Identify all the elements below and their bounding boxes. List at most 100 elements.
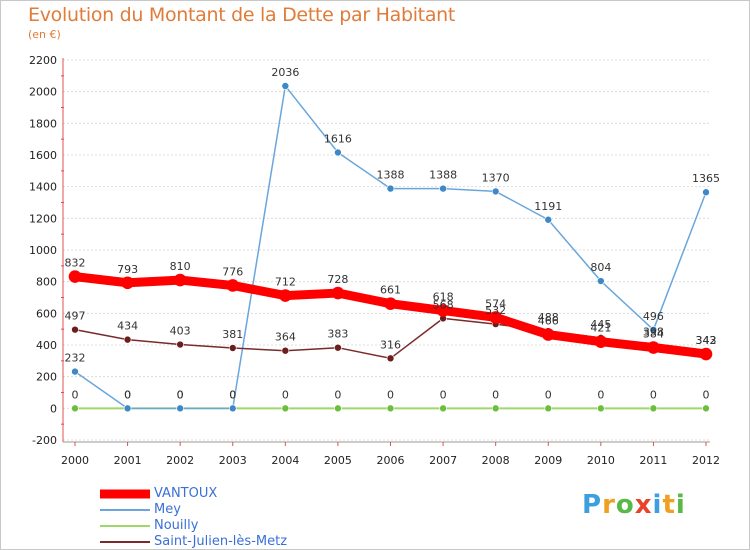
data-point-mey	[649, 325, 658, 334]
legend-label-mey: Mey	[154, 502, 181, 517]
data-point-saint-julien-l-s-metz	[334, 343, 342, 352]
data-label-saint-julien-l-s-metz: 383	[327, 328, 348, 341]
data-point-saint-julien-l-s-metz	[228, 344, 237, 352]
chart-title: Evolution du Montant de la Dette par Hab…	[28, 4, 456, 26]
data-point-vantoux	[594, 335, 608, 348]
y-tick-label: 1800	[29, 117, 57, 130]
x-tick-label: 2011	[639, 454, 667, 467]
data-point-mey	[386, 184, 395, 193]
data-label-nouilly: 0	[334, 388, 341, 401]
data-point-saint-julien-l-s-metz	[176, 340, 184, 349]
data-label-vantoux: 728	[327, 273, 348, 286]
x-tick-label: 2005	[324, 454, 352, 467]
y-tick-label: 800	[36, 276, 57, 289]
data-label-nouilly: 0	[177, 388, 184, 401]
y-tick-label: -200	[32, 434, 57, 447]
data-point-mey	[491, 187, 500, 196]
data-label-mey: 232	[65, 352, 86, 365]
data-label-mey: 0	[229, 388, 236, 401]
data-label-mey: 804	[590, 261, 611, 274]
y-tick-label: 1200	[29, 212, 57, 225]
data-label-nouilly: 0	[492, 388, 499, 401]
proxiti-logo: Proxiti	[582, 490, 686, 520]
data-point-nouilly	[702, 404, 710, 413]
data-point-vantoux	[68, 270, 82, 283]
data-label-vantoux: 832	[65, 257, 86, 270]
data-label-nouilly: 0	[72, 388, 79, 401]
data-point-vantoux	[226, 279, 240, 292]
x-tick-label: 2004	[271, 454, 299, 467]
x-tick-label: 2008	[482, 454, 510, 467]
data-label-saint-julien-l-s-metz: 398	[643, 325, 664, 338]
data-label-vantoux: 384	[643, 328, 664, 341]
data-label-nouilly: 0	[440, 388, 447, 401]
data-label-nouilly: 0	[650, 388, 657, 401]
data-label-saint-julien-l-s-metz: 364	[275, 331, 296, 344]
x-tick-label: 2001	[114, 454, 142, 467]
data-point-mey	[123, 404, 132, 413]
data-label-vantoux: 618	[433, 290, 454, 303]
legend-label-nouilly: Nouilly	[154, 518, 199, 533]
data-point-nouilly	[386, 404, 395, 413]
y-tick-label: 200	[36, 371, 57, 384]
data-point-saint-julien-l-s-metz	[386, 354, 395, 363]
data-point-nouilly	[597, 404, 605, 413]
y-tick-label: 1000	[29, 244, 57, 257]
data-label-mey: 1388	[429, 169, 457, 182]
data-label-mey: 1370	[482, 171, 510, 184]
data-point-vantoux	[279, 289, 292, 302]
data-point-mey	[702, 188, 710, 197]
data-label-saint-julien-l-s-metz: 434	[117, 320, 138, 333]
data-point-mey	[334, 148, 342, 157]
x-tick-label: 2000	[61, 454, 89, 467]
legend-label-vantoux: VANTOUX	[154, 486, 218, 501]
legend-swatch-saint-julien-l-s-metz	[100, 541, 150, 543]
data-point-nouilly	[281, 404, 290, 413]
data-label-nouilly: 0	[229, 388, 236, 401]
x-tick-label: 2007	[429, 454, 457, 467]
data-label-vantoux: 466	[538, 315, 559, 328]
data-label-nouilly: 0	[282, 388, 289, 401]
data-point-nouilly	[649, 404, 658, 413]
data-label-nouilly: 0	[387, 388, 394, 401]
data-label-saint-julien-l-s-metz: 381	[222, 328, 243, 341]
data-point-vantoux	[489, 311, 502, 324]
data-label-nouilly: 0	[545, 388, 552, 401]
data-point-vantoux	[699, 347, 713, 361]
data-label-nouilly: 0	[597, 388, 604, 401]
data-label-mey: 1388	[377, 169, 405, 182]
data-point-mey	[281, 82, 290, 90]
data-label-mey: 1191	[534, 200, 562, 213]
legend-label-saint-julien-l-s-metz: Saint-Julien-lès-Metz	[154, 534, 288, 549]
data-point-saint-julien-l-s-metz	[71, 325, 79, 334]
data-label-vantoux: 810	[170, 260, 191, 273]
y-tick-label: 0	[50, 402, 57, 415]
data-label-vantoux: 421	[590, 322, 611, 335]
data-label-saint-julien-l-s-metz: 497	[65, 310, 86, 323]
x-tick-label: 2003	[219, 454, 247, 467]
data-label-mey: 0	[124, 388, 131, 401]
data-point-nouilly	[491, 404, 500, 413]
data-label-saint-julien-l-s-metz: 445	[590, 318, 611, 331]
data-label-mey: 496	[643, 310, 664, 323]
y-tick-label: 2200	[29, 54, 57, 67]
data-point-mey	[71, 367, 79, 376]
data-label-vantoux: 776	[222, 265, 243, 278]
data-point-vantoux	[384, 297, 397, 310]
data-label-saint-julien-l-s-metz: 568	[433, 298, 454, 311]
data-point-vantoux	[331, 286, 345, 300]
data-label-mey: 1616	[324, 132, 352, 145]
data-label-vantoux: 343	[696, 334, 717, 347]
data-point-nouilly	[334, 404, 342, 413]
data-point-mey	[597, 277, 605, 285]
legend-swatch-vantoux	[100, 489, 150, 499]
data-label-saint-julien-l-s-metz: 316	[380, 338, 401, 351]
data-point-nouilly	[544, 404, 553, 413]
data-point-nouilly	[71, 404, 79, 413]
data-label-vantoux: 661	[380, 284, 401, 297]
data-point-vantoux	[121, 276, 134, 290]
x-tick-label: 2006	[377, 454, 405, 467]
y-tick-label: 600	[36, 307, 57, 320]
data-point-mey	[228, 404, 237, 413]
